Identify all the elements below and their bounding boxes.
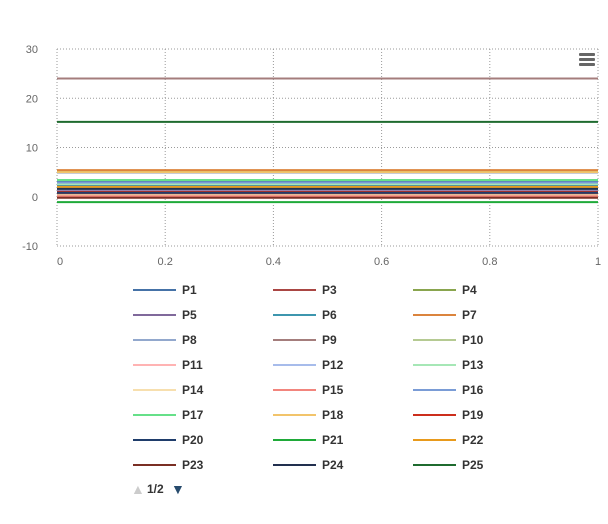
legend-item-p14[interactable]: P14 xyxy=(133,383,204,397)
legend-label: P15 xyxy=(322,383,344,397)
legend-label: P1 xyxy=(182,283,197,297)
legend-item-p11[interactable]: P11 xyxy=(133,358,203,372)
legend-item-p23[interactable]: P23 xyxy=(133,458,204,472)
x-tick-label: 0.6 xyxy=(374,256,389,268)
legend-item-p21[interactable]: P21 xyxy=(273,433,344,447)
legend-label: P13 xyxy=(462,358,484,372)
legend-label: P18 xyxy=(322,408,344,422)
legend-label: P19 xyxy=(462,408,484,422)
x-tick-label: 0 xyxy=(57,256,63,268)
legend-item-p24[interactable]: P24 xyxy=(273,458,344,472)
legend-item-p25[interactable]: P25 xyxy=(413,458,484,472)
legend-label: P23 xyxy=(182,458,204,472)
legend-item-p8[interactable]: P8 xyxy=(133,333,197,347)
legend-label: P22 xyxy=(462,433,484,447)
legend-label: P16 xyxy=(462,383,484,397)
y-tick-label: 20 xyxy=(26,93,38,105)
legend-label: P17 xyxy=(182,408,204,422)
legend-item-p19[interactable]: P19 xyxy=(413,408,484,422)
legend-navigation: ▲ 1/2 ▼ xyxy=(131,481,185,497)
legend-label: P20 xyxy=(182,433,204,447)
legend-item-p15[interactable]: P15 xyxy=(273,383,344,397)
x-tick-label: 0.8 xyxy=(482,256,497,268)
legend-item-p17[interactable]: P17 xyxy=(133,408,204,422)
legend-item-p3[interactable]: P3 xyxy=(273,283,337,297)
legend-label: P14 xyxy=(182,383,204,397)
y-tick-label: 10 xyxy=(26,143,38,155)
legend-item-p18[interactable]: P18 xyxy=(273,408,344,422)
legend: P1 P3 P4 P5 P6 P7 P8 P9 P10 P11 P12 P13 P14 P15 P16 P17… xyxy=(133,283,484,472)
legend-item-p20[interactable]: P20 xyxy=(133,433,204,447)
legend-label: P6 xyxy=(322,308,337,322)
hamburger-menu-icon[interactable] xyxy=(576,51,598,69)
legend-page-indicator: 1/2 xyxy=(147,482,164,496)
x-tick-label: 1 xyxy=(595,256,601,268)
legend-item-p4[interactable]: P4 xyxy=(413,283,477,297)
axis-labels: -10 0 10 20 30 0 0.2 0.4 0.6 0.8 1 xyxy=(22,44,601,268)
legend-label: P9 xyxy=(322,333,337,347)
legend-item-p6[interactable]: P6 xyxy=(273,308,337,322)
x-tick-label: 0.2 xyxy=(158,256,173,268)
legend-label: P7 xyxy=(462,308,477,322)
y-tick-label: 30 xyxy=(26,44,38,56)
legend-label: P8 xyxy=(182,333,197,347)
legend-item-p9[interactable]: P9 xyxy=(273,333,337,347)
legend-item-p10[interactable]: P10 xyxy=(413,333,484,347)
legend-item-p16[interactable]: P16 xyxy=(413,383,484,397)
legend-label: P4 xyxy=(462,283,477,297)
plot-series xyxy=(57,77,598,204)
legend-item-p13[interactable]: P13 xyxy=(413,358,484,372)
legend-item-p5[interactable]: P5 xyxy=(133,308,197,322)
legend-up-arrow-icon[interactable]: ▲ xyxy=(131,481,145,497)
legend-item-p12[interactable]: P12 xyxy=(273,358,344,372)
legend-label: P21 xyxy=(322,433,344,447)
legend-label: P10 xyxy=(462,333,484,347)
legend-label: P12 xyxy=(322,358,344,372)
legend-item-p7[interactable]: P7 xyxy=(413,308,477,322)
legend-item-p22[interactable]: P22 xyxy=(413,433,484,447)
legend-label: P24 xyxy=(322,458,344,472)
legend-label: P11 xyxy=(182,358,203,372)
x-tick-label: 0.4 xyxy=(266,256,281,268)
legend-label: P25 xyxy=(462,458,484,472)
legend-down-arrow-icon[interactable]: ▼ xyxy=(171,481,185,497)
legend-label: P5 xyxy=(182,308,197,322)
legend-item-p1[interactable]: P1 xyxy=(133,283,197,297)
legend-label: P3 xyxy=(322,283,337,297)
y-tick-label: -10 xyxy=(22,241,38,253)
y-tick-label: 0 xyxy=(32,192,38,204)
